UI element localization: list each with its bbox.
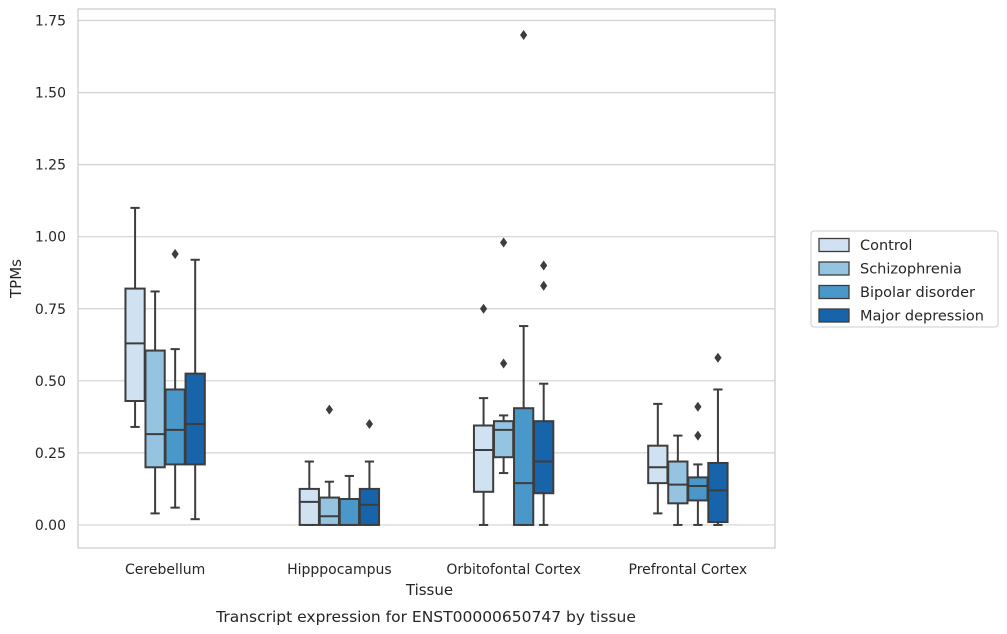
box bbox=[124, 206, 146, 428]
box bbox=[667, 434, 689, 526]
box bbox=[184, 258, 206, 521]
legend-label: Schizophrenia bbox=[860, 262, 962, 278]
x-tick-label: Prefrontal Cortex bbox=[629, 562, 748, 578]
legend: Control Schizophrenia Bipolar disorder Majo… bbox=[810, 230, 999, 328]
box-body bbox=[533, 420, 555, 495]
x-axis-label: Tissue bbox=[405, 581, 453, 599]
outlier-point bbox=[714, 352, 722, 363]
series-control bbox=[124, 206, 669, 526]
box-body bbox=[687, 476, 709, 502]
legend-swatch bbox=[818, 237, 850, 253]
legend-swatch bbox=[818, 261, 850, 276]
box-body bbox=[298, 487, 320, 526]
outlier-point bbox=[694, 430, 702, 441]
legend-label: Major depression bbox=[860, 309, 984, 325]
y-tick-label: 0.50 bbox=[35, 374, 66, 390]
x-tick-label: Cerebellum bbox=[125, 562, 205, 578]
y-tick-label: 0.75 bbox=[35, 302, 66, 318]
x-tick-label: Orbitofontal Cortex bbox=[446, 562, 581, 578]
box-body bbox=[707, 461, 729, 524]
box-body bbox=[513, 407, 535, 526]
outlier-point bbox=[479, 303, 488, 314]
box-body bbox=[647, 444, 669, 485]
y-tick-labels: 0.00 0.25 0.50 0.75 1.00 1.25 1.50 1.75 bbox=[35, 14, 66, 534]
box bbox=[358, 419, 381, 526]
box bbox=[513, 29, 535, 526]
plot-frame bbox=[77, 8, 776, 549]
legend-label: Bipolar disorder bbox=[860, 285, 975, 301]
box-body bbox=[164, 388, 186, 466]
legend-swatch bbox=[818, 308, 850, 323]
y-axis-label: TPMs bbox=[7, 259, 25, 299]
x-tick-label: Hipppocampus bbox=[287, 562, 392, 578]
outlier-point bbox=[325, 404, 333, 415]
legend-label: Control bbox=[860, 238, 912, 254]
y-tick-label: 1.00 bbox=[35, 230, 66, 246]
chart-caption: Transcript expression for ENST0000065074… bbox=[215, 608, 636, 626]
box bbox=[144, 290, 166, 515]
box bbox=[298, 460, 320, 526]
outlier-point bbox=[520, 29, 528, 40]
box bbox=[472, 303, 495, 526]
box-body bbox=[144, 349, 166, 469]
y-tick-label: 0.00 bbox=[35, 518, 66, 534]
box-body bbox=[472, 424, 495, 493]
box-body bbox=[338, 498, 361, 526]
box bbox=[647, 402, 669, 515]
box-body bbox=[667, 460, 689, 505]
legend-item: Major depression bbox=[818, 308, 984, 325]
outlier-point bbox=[540, 260, 548, 271]
legend-item: Control bbox=[818, 237, 912, 254]
y-tick-label: 1.25 bbox=[35, 158, 66, 174]
outlier-point bbox=[500, 358, 508, 369]
box bbox=[338, 474, 361, 526]
box-body bbox=[492, 420, 515, 459]
box-body bbox=[124, 287, 146, 402]
y-tick-label: 1.50 bbox=[35, 86, 66, 102]
box-body bbox=[318, 496, 340, 526]
box-series bbox=[124, 29, 729, 526]
outlier-point bbox=[365, 419, 374, 430]
outlier-point bbox=[171, 249, 179, 259]
box-body bbox=[184, 372, 206, 466]
series-bipolar-disorder bbox=[164, 29, 709, 526]
box bbox=[687, 401, 709, 526]
legend-swatch bbox=[818, 284, 850, 300]
outlier-point bbox=[694, 401, 702, 412]
box bbox=[164, 249, 186, 509]
legend-item: Bipolar disorder bbox=[818, 284, 975, 301]
outlier-point bbox=[540, 280, 548, 291]
x-tick-labels: Cerebellum Hipppocampus Orbitofontal Corte… bbox=[125, 562, 747, 578]
series-schizophrenia bbox=[144, 237, 689, 526]
box bbox=[492, 237, 515, 475]
series-major-depression bbox=[184, 258, 729, 526]
y-tick-label: 0.25 bbox=[35, 446, 66, 462]
box bbox=[318, 404, 340, 526]
box bbox=[707, 352, 729, 526]
legend-frame bbox=[810, 230, 999, 328]
box bbox=[533, 260, 555, 526]
legend-item: Schizophrenia bbox=[818, 261, 962, 278]
box-body bbox=[358, 487, 381, 526]
outlier-point bbox=[500, 237, 508, 248]
y-tick-label: 1.75 bbox=[35, 14, 66, 30]
